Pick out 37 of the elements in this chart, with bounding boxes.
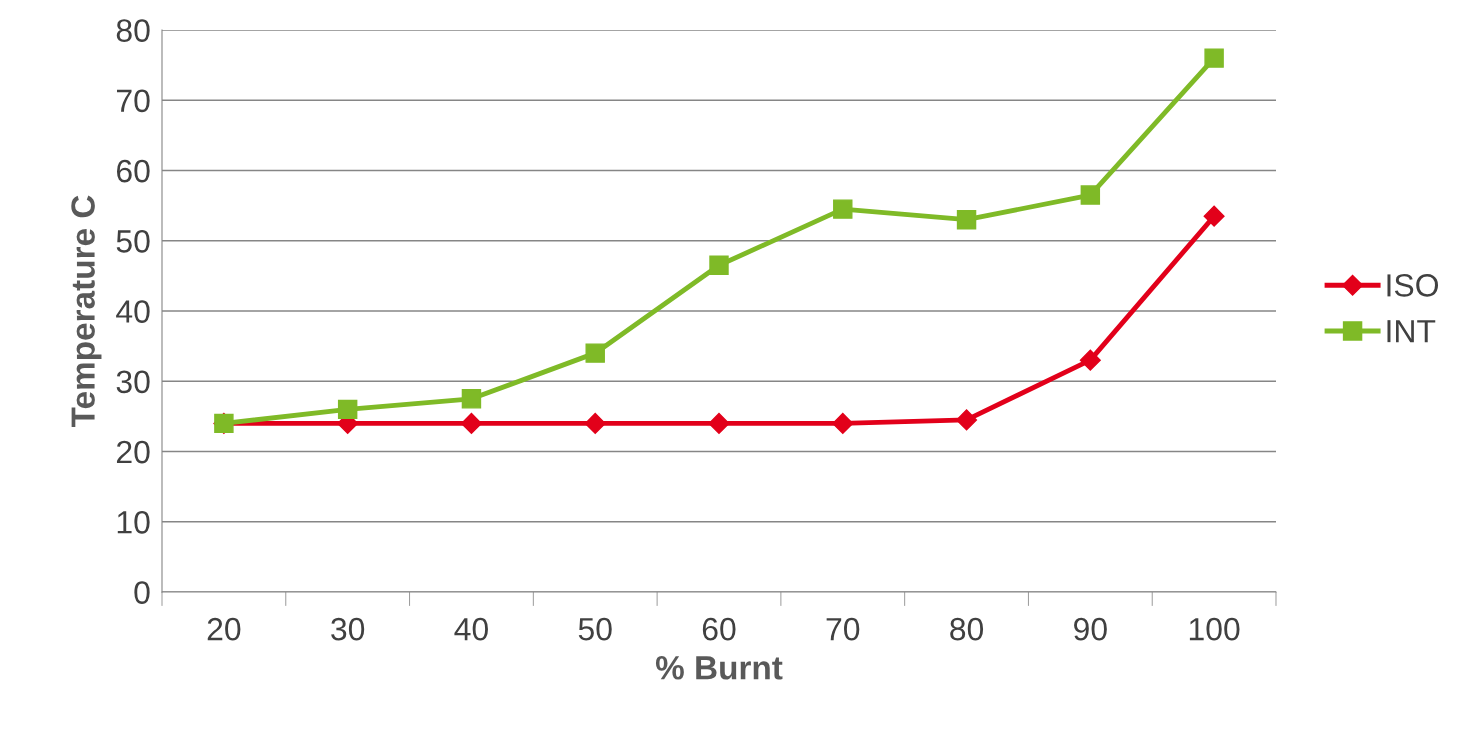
x-tick-label: 30 — [331, 617, 365, 641]
x-tick-label: 40 — [454, 617, 488, 641]
point — [708, 412, 730, 434]
point — [584, 412, 606, 434]
y-tick-label: 0 — [134, 581, 150, 604]
legend-label: INT — [1387, 320, 1436, 343]
y-tick-label: 40 — [116, 300, 150, 323]
legend-label: ISO — [1387, 274, 1439, 297]
point — [956, 409, 978, 431]
x-tick-label: 50 — [578, 617, 612, 641]
x-tick-label: 90 — [1074, 617, 1107, 641]
y-tick-label: 10 — [117, 511, 150, 534]
point — [956, 209, 977, 230]
y-tick-label: 20 — [116, 440, 150, 464]
y-tick-label: 80 — [116, 19, 150, 42]
x-tick-label: 80 — [950, 617, 984, 641]
y-tick-label: 50 — [116, 230, 150, 253]
y-tick-label: 70 — [117, 89, 150, 113]
point — [1080, 185, 1101, 205]
y-tick-label: 60 — [116, 159, 150, 183]
x-tick-label: 70 — [826, 617, 860, 641]
y-axis-title: Temperature C — [71, 195, 102, 428]
x-tick-label: 60 — [702, 617, 736, 641]
point — [833, 199, 853, 219]
point — [461, 389, 482, 409]
point — [337, 399, 358, 420]
point — [709, 255, 729, 276]
x-tick-label: 20 — [207, 617, 241, 641]
point — [585, 343, 605, 363]
point — [460, 412, 482, 434]
point — [1204, 48, 1224, 68]
point — [1203, 205, 1225, 227]
y-tick-label: 30 — [116, 370, 150, 394]
point — [1079, 349, 1101, 371]
x-tick-label: 100 — [1189, 617, 1240, 641]
x-axis-title: % Burnt — [655, 656, 783, 680]
point — [832, 412, 854, 434]
